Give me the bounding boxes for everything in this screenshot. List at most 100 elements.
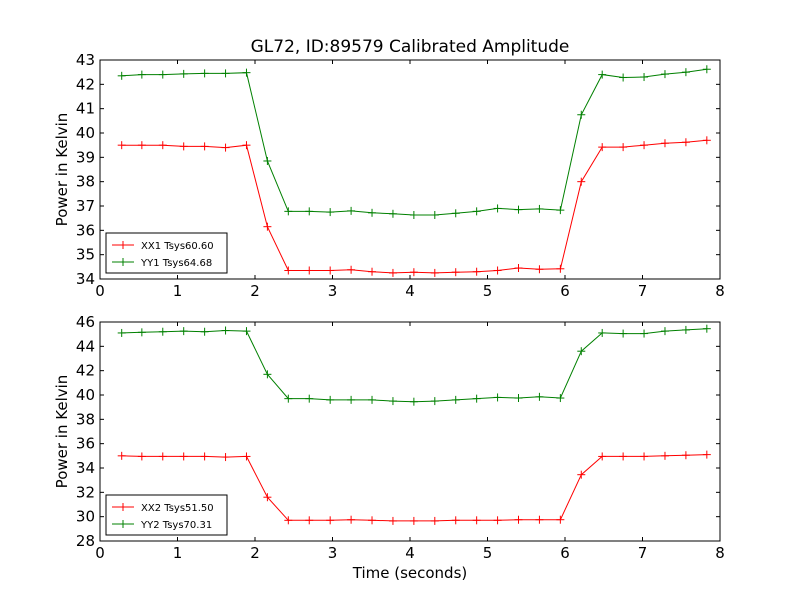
data-point	[284, 207, 293, 216]
x-tick-label: 8	[715, 544, 725, 562]
x-tick-label: 5	[483, 282, 493, 300]
data-point	[179, 327, 188, 336]
legend-box	[105, 494, 228, 536]
data-point	[221, 69, 230, 78]
data-point	[577, 110, 586, 119]
data-point	[200, 452, 209, 461]
data-point	[347, 515, 356, 524]
data-point	[158, 452, 167, 461]
data-point	[242, 141, 251, 150]
data-point	[117, 141, 126, 150]
x-tick-label: 4	[405, 282, 415, 300]
data-point	[640, 452, 649, 461]
legend-label: YY1 Tsys64.68	[140, 258, 212, 269]
y-tick-label: 34	[76, 270, 95, 288]
data-point	[619, 143, 628, 152]
x-tick-label: 5	[483, 544, 493, 562]
x-tick-label: 7	[638, 282, 648, 300]
data-point	[619, 73, 628, 82]
data-point	[347, 395, 356, 404]
data-point	[535, 265, 544, 274]
legend: XX2 Tsys51.50 YY2 Tsys70.31	[105, 494, 228, 536]
y-tick-label: 32	[76, 483, 95, 501]
data-point	[326, 395, 335, 404]
legend-label: XX1 Tsys60.60	[141, 241, 214, 252]
data-point	[472, 516, 481, 525]
data-point	[472, 394, 481, 403]
data-point	[263, 370, 272, 379]
data-point	[660, 327, 669, 336]
data-point	[702, 324, 711, 333]
data-point	[368, 208, 377, 217]
y-tick-label: 34	[76, 459, 95, 477]
data-point	[640, 329, 649, 338]
data-point	[619, 452, 628, 461]
data-point	[409, 268, 418, 277]
y-tick-label: 42	[76, 362, 95, 380]
figure-title: GL72, ID:89579 Calibrated Amplitude	[251, 37, 570, 57]
data-point	[430, 516, 439, 525]
data-point	[430, 268, 439, 277]
data-point	[598, 70, 607, 79]
data-point	[514, 205, 523, 214]
y-tick-label: 30	[76, 508, 95, 526]
data-point	[556, 515, 565, 524]
data-point	[117, 451, 126, 460]
data-point	[221, 453, 230, 462]
data-point	[409, 516, 418, 525]
data-point	[702, 136, 711, 145]
data-point	[179, 69, 188, 78]
y-tick-label: 36	[76, 221, 95, 239]
x-tick-label: 1	[173, 544, 183, 562]
data-point	[158, 327, 167, 336]
data-point	[305, 516, 314, 525]
data-point	[263, 493, 272, 502]
data-point	[409, 397, 418, 406]
data-point	[284, 516, 293, 525]
figure-x-axis-label: Time (seconds)	[352, 564, 468, 582]
data-point	[368, 516, 377, 525]
data-point	[158, 141, 167, 150]
data-point	[702, 450, 711, 459]
data-point	[493, 204, 502, 213]
data-point	[681, 138, 690, 147]
y-tick-label: 35	[76, 246, 95, 264]
data-point	[137, 328, 146, 337]
data-point	[388, 397, 397, 406]
data-point	[535, 204, 544, 213]
data-point	[242, 68, 251, 77]
legend-label: YY2 Tsys70.31	[140, 520, 212, 531]
data-point	[347, 206, 356, 215]
x-tick-label: 7	[638, 544, 648, 562]
data-point	[388, 268, 397, 277]
data-point	[577, 347, 586, 356]
data-point	[347, 265, 356, 274]
x-tick-label: 8	[715, 282, 725, 300]
data-point	[493, 266, 502, 275]
y-tick-label: 42	[76, 75, 95, 93]
series-2	[117, 324, 711, 406]
data-point	[242, 452, 251, 461]
series-1	[117, 136, 711, 277]
data-point	[535, 515, 544, 524]
data-point	[326, 516, 335, 525]
data-point	[640, 141, 649, 150]
data-point	[660, 139, 669, 148]
y-tick-label: 39	[76, 148, 95, 166]
data-point	[556, 394, 565, 403]
data-point	[305, 266, 314, 275]
y-tick-label: 36	[76, 435, 95, 453]
data-point	[200, 142, 209, 151]
data-point	[702, 65, 711, 74]
legend-item: XX2 Tsys51.50	[112, 503, 214, 514]
data-point	[681, 325, 690, 334]
legend-item: YY1 Tsys64.68	[112, 258, 212, 269]
y-axis-label: Power in Kelvin	[53, 113, 71, 227]
data-point	[137, 70, 146, 79]
legend-label: XX2 Tsys51.50	[141, 503, 214, 514]
data-point	[535, 392, 544, 401]
